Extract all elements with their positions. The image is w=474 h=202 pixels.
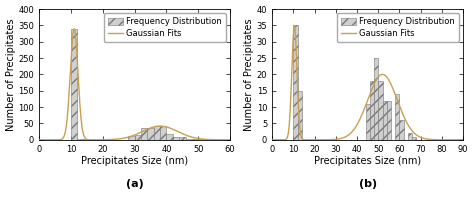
Bar: [179, 137, 186, 140]
Bar: [128, 136, 135, 140]
Legend: Frequency Distribution, Gaussian Fits: Frequency Distribution, Gaussian Fits: [337, 13, 459, 42]
Bar: [383, 101, 387, 140]
Bar: [387, 101, 391, 140]
Text: (a): (a): [126, 179, 144, 189]
Bar: [166, 134, 173, 140]
Bar: [293, 25, 298, 140]
Legend: Frequency Distribution, Gaussian Fits: Frequency Distribution, Gaussian Fits: [104, 13, 226, 42]
Bar: [378, 81, 383, 140]
Y-axis label: Number of Precipitates: Number of Precipitates: [6, 18, 16, 131]
Bar: [198, 139, 205, 140]
Bar: [374, 58, 378, 140]
Bar: [298, 91, 302, 140]
Bar: [160, 126, 166, 140]
X-axis label: Precipitates Size (nm): Precipitates Size (nm): [314, 156, 421, 166]
Bar: [365, 104, 370, 140]
Bar: [370, 81, 374, 140]
Bar: [173, 137, 179, 140]
Bar: [395, 94, 400, 140]
X-axis label: Precipitates Size (nm): Precipitates Size (nm): [81, 156, 188, 166]
Bar: [77, 139, 84, 140]
Bar: [135, 135, 141, 140]
Bar: [186, 139, 192, 140]
Bar: [71, 29, 77, 140]
Bar: [147, 128, 154, 140]
Bar: [400, 120, 404, 140]
Bar: [408, 133, 412, 140]
Bar: [141, 128, 147, 140]
Bar: [192, 139, 198, 140]
Y-axis label: Number of Precipitates: Number of Precipitates: [244, 18, 254, 131]
Bar: [154, 126, 160, 140]
Text: (b): (b): [358, 179, 377, 189]
Bar: [84, 139, 90, 140]
Bar: [412, 137, 417, 140]
